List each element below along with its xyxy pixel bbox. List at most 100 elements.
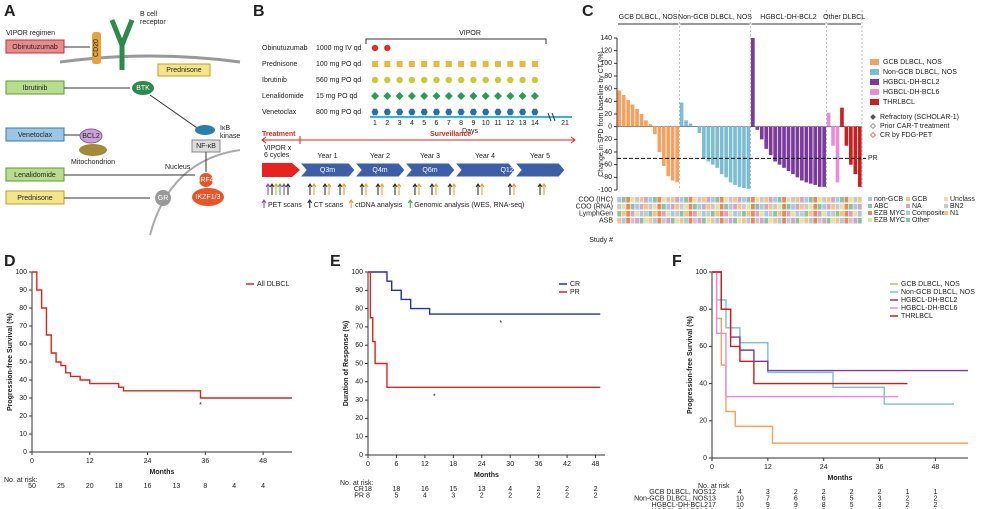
symbol-label: Prior CAR-T treatment <box>880 123 950 130</box>
bar <box>617 90 622 127</box>
annotation-cell <box>831 211 835 217</box>
bar <box>715 126 720 168</box>
annotation-cell <box>759 204 764 210</box>
annotation-cell <box>844 211 849 217</box>
annotation-cell <box>791 218 795 224</box>
year-arrow <box>298 162 356 178</box>
at-risk-count: 2 <box>594 492 598 499</box>
annotation-cell <box>782 211 786 217</box>
row-label: LymphGen <box>579 210 613 217</box>
annotation-cell <box>853 204 858 210</box>
annotation-cell <box>799 197 804 203</box>
at-risk-count: 1 <box>933 489 937 496</box>
annotation-cell <box>635 197 639 203</box>
at-risk-count: 5 <box>394 492 398 499</box>
annotation-cell <box>764 197 769 203</box>
annotation-cell <box>768 204 773 210</box>
scan-arrow <box>273 183 279 195</box>
dose-mark <box>531 76 539 84</box>
x-axis-label: Months <box>828 475 853 482</box>
annotation-cell <box>848 218 853 224</box>
annotation-cell <box>826 197 831 203</box>
annotation-cell <box>764 204 769 210</box>
y-tick-label: 80 <box>19 305 27 312</box>
year-arrow <box>403 162 456 178</box>
annotation-cell <box>840 197 844 203</box>
dose-mark <box>531 61 538 67</box>
at-risk-count: 18 <box>393 486 401 493</box>
bar <box>675 126 679 183</box>
drug-label: Obinutuzumab <box>262 45 308 52</box>
annotation-cell <box>666 204 671 210</box>
annotation-cell <box>644 197 648 203</box>
nucleus-label: Nucleus <box>165 164 191 171</box>
at-risk-count: 2 <box>537 492 541 499</box>
dose-mark <box>507 76 514 84</box>
annotation-cell <box>697 218 702 224</box>
scan-arrow <box>396 183 402 195</box>
day-tick: 2 <box>385 120 389 127</box>
row-legend-swatch <box>944 204 948 208</box>
annotation-cell <box>684 211 688 217</box>
legend-arrow <box>307 199 313 208</box>
row-legend-swatch <box>868 218 872 222</box>
dose-mark <box>518 92 527 100</box>
scan-arrow <box>447 183 453 195</box>
bar <box>800 126 804 181</box>
annotation-cell <box>639 197 644 203</box>
arrow <box>64 134 207 172</box>
annotation-cell <box>679 197 684 203</box>
symbol-label: CR by FDG-PET <box>880 132 933 139</box>
row-legend-label: Composite <box>912 210 946 217</box>
at-risk-count: 13 <box>478 486 486 493</box>
annotation-cell <box>706 197 711 203</box>
bar <box>661 126 666 166</box>
annotation-cell <box>652 204 657 210</box>
scan-arrow <box>511 183 517 195</box>
y-tick-label: 50 <box>355 360 363 367</box>
annotation-cell <box>693 218 697 224</box>
row-legend-label: non-GCB <box>874 196 904 203</box>
bar <box>840 107 844 127</box>
annotation-cell <box>697 211 702 217</box>
x-tick-label: 42 <box>563 461 571 468</box>
scan-arrow <box>269 183 275 195</box>
annotation-cell <box>813 211 818 217</box>
x-tick-label: 30 <box>506 461 514 468</box>
y-tick-label: 40 <box>355 379 363 386</box>
annotation-cell <box>688 211 693 217</box>
dose-mark <box>519 108 527 116</box>
at-risk-count: 2 <box>565 486 569 493</box>
days-label: Days <box>462 128 478 135</box>
y-tick-label: 10 <box>355 434 363 441</box>
row-legend-swatch <box>906 197 910 201</box>
annotation-cell <box>652 197 657 203</box>
annotation-cell <box>617 197 622 203</box>
day-tick: 1 <box>373 120 377 127</box>
annotation-cell <box>799 218 804 224</box>
legend-label: GCB DLBCL, NOS <box>883 59 942 66</box>
annotation-cell <box>786 197 791 203</box>
y-tick-label: 90 <box>19 287 27 294</box>
annotation-cell <box>750 204 755 210</box>
annotation-cell <box>831 218 835 224</box>
bar <box>684 120 688 127</box>
annotation-cell <box>773 218 778 224</box>
annotation-cell <box>804 211 809 217</box>
annotation-cell <box>715 197 720 203</box>
survival-curve <box>368 271 601 388</box>
annotation-cell <box>670 218 675 224</box>
y-tick-label: 20 <box>19 413 27 420</box>
dose-mark <box>507 61 514 67</box>
legend-arrow <box>348 199 354 208</box>
annotation-cell <box>799 211 804 217</box>
bar <box>710 126 715 165</box>
annotation-cell <box>630 211 635 217</box>
annotation-cell <box>661 218 666 224</box>
x-axis-label: Months <box>474 472 499 479</box>
at-risk-name: Non-GCB DLBCL, NOS <box>634 495 708 502</box>
bar <box>831 126 835 146</box>
at-risk-count: 10 <box>736 495 744 502</box>
bar <box>639 114 644 127</box>
annotation-cell <box>648 218 653 224</box>
